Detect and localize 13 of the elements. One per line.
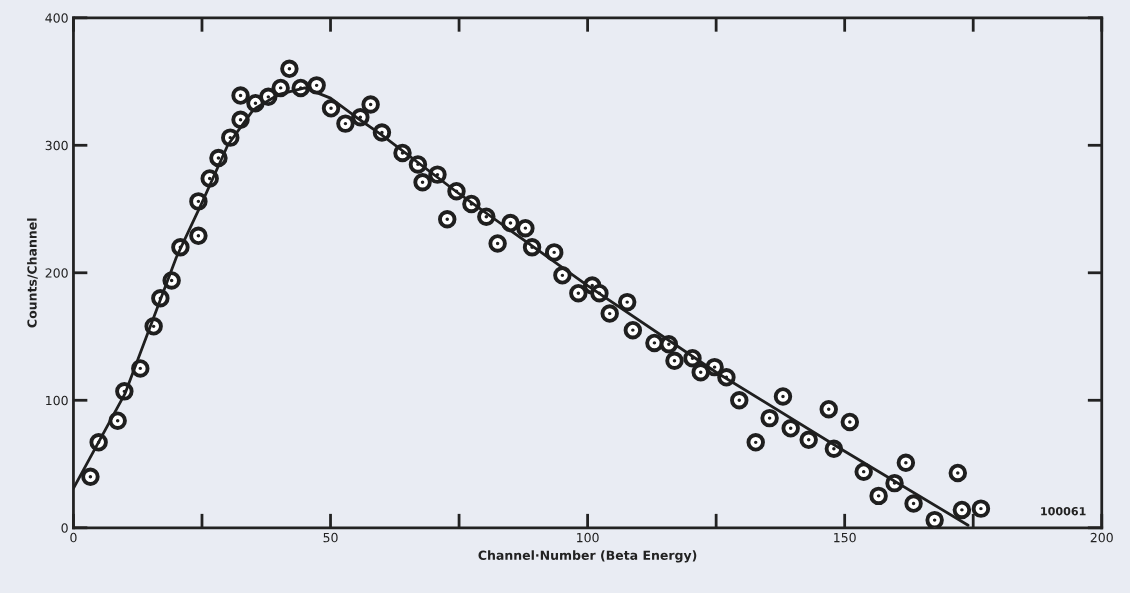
- x-tick-label: 50: [323, 532, 338, 543]
- y-tick-label: 300: [45, 140, 68, 151]
- y-tick-label: 400: [45, 13, 68, 23]
- y-tick-label: 100: [46, 395, 68, 406]
- x-tick-label: 0: [70, 532, 77, 543]
- y-axis-title: Counts/Channel: [27, 218, 38, 328]
- annotation: 100061: [1041, 507, 1086, 516]
- x-tick-label: 150: [834, 532, 856, 543]
- x-tick-label: 200: [1090, 532, 1113, 543]
- x-tick-label: 100: [577, 532, 599, 543]
- y-tick-label: 200: [45, 268, 68, 278]
- y-tick-label: 0: [61, 523, 68, 533]
- x-axis-title: Channel·Number (Beta Energy): [478, 550, 697, 563]
